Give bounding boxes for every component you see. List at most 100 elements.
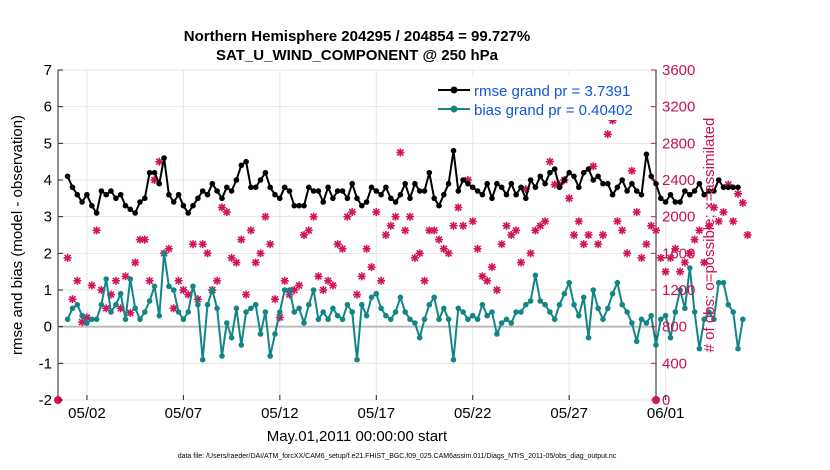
rmse-point [339, 188, 346, 194]
rmse-point [93, 210, 100, 216]
rmse-point [445, 180, 452, 187]
rmse-point [170, 199, 177, 205]
rmse-point [296, 202, 302, 209]
obs-marker-stroke [633, 208, 641, 216]
obs-marker [377, 276, 386, 285]
obs-marker [574, 217, 583, 226]
bias-point [243, 309, 249, 315]
rmse-point [571, 173, 577, 180]
bias-point [103, 276, 109, 282]
obs-marker [232, 258, 241, 267]
obs-marker [410, 253, 419, 262]
rmse-point [508, 180, 515, 187]
rmse-point [687, 191, 693, 198]
bias-point [489, 309, 495, 315]
obs-marker [406, 212, 414, 221]
obs-marker [203, 249, 212, 258]
bias-point [325, 316, 331, 323]
rmse-point [89, 202, 95, 209]
rmse-point [580, 169, 587, 176]
bias-point [677, 287, 683, 293]
bias-point [185, 309, 191, 315]
bias-point [320, 309, 327, 315]
bias-point [653, 342, 659, 348]
obs-marker-stroke [705, 222, 713, 230]
rmse-point [108, 188, 114, 194]
rmse-point [513, 191, 519, 198]
obs-marker-stroke [700, 258, 708, 267]
obs-marker [242, 290, 251, 299]
obs-marker-stroke [146, 277, 154, 285]
rmse-point [214, 188, 220, 194]
bias-point [359, 301, 365, 308]
obs-marker [435, 235, 443, 244]
right-tick-label: 1600 [662, 245, 695, 262]
bias-point [170, 287, 177, 293]
rmse-point [156, 180, 163, 187]
obs-marker-stroke [93, 226, 101, 234]
legend: rmse grand pr = 3.7391 bias grand pr = 0… [434, 76, 650, 120]
rmse-point [706, 188, 712, 194]
obs-marker [603, 130, 612, 139]
bias-point [426, 301, 433, 308]
obs-marker-stroke [671, 245, 679, 253]
bias-point [349, 309, 356, 315]
rmse-point [715, 177, 722, 183]
bias-point [127, 276, 134, 282]
obs-marker [492, 286, 501, 294]
rmse-point [373, 188, 380, 194]
x-tick-label: 05/27 [550, 405, 588, 422]
bias-point [527, 298, 534, 304]
obs-marker [618, 226, 627, 235]
rmse-point [730, 184, 736, 191]
bias-point [576, 312, 582, 319]
obs-marker-stroke [353, 291, 361, 299]
obs-marker-stroke [141, 236, 149, 244]
bias-point [585, 334, 592, 341]
obs-marker [92, 226, 101, 235]
rmse-point [363, 199, 370, 205]
rmse-point [315, 188, 322, 194]
right-tick-label: 3600 [662, 62, 695, 79]
obs-marker [121, 272, 130, 281]
obs-marker-stroke [710, 203, 718, 212]
obs-marker [68, 295, 77, 304]
obs-marker [565, 194, 574, 203]
bias-point [672, 309, 679, 315]
obs-marker [632, 208, 641, 217]
obs-marker-stroke [73, 277, 81, 285]
rmse-point [257, 177, 264, 183]
obs-marker-stroke [454, 203, 462, 212]
obs-marker-stroke [256, 249, 265, 257]
rmse-point [209, 180, 216, 187]
obs-marker-stroke [271, 295, 279, 303]
rmse-point [614, 184, 621, 191]
obs-marker [189, 240, 197, 249]
obs-marker-stroke [242, 291, 250, 299]
obs-marker-stroke [218, 203, 226, 212]
obs-marker-stroke [449, 222, 458, 230]
obs-marker-stroke [377, 277, 385, 285]
rmse-point [344, 195, 351, 202]
bias-point [180, 316, 187, 323]
rmse-point [633, 188, 640, 194]
bias-point [619, 301, 625, 308]
x-tick-label: 05/22 [454, 405, 492, 422]
left-tick-label: -2 [39, 392, 52, 409]
obs-marker-stroke [363, 245, 371, 253]
obs-marker-stroke [338, 245, 347, 253]
rmse-point [277, 195, 283, 202]
legend-rmse-label: rmse grand pr = 3.7391 [474, 83, 630, 100]
bias-point [122, 316, 129, 323]
rmse-point [272, 191, 278, 198]
right-tick-label: 2800 [662, 135, 695, 152]
rmse-point [711, 188, 717, 194]
bias-point [252, 301, 259, 308]
right-tick-label: 3200 [662, 99, 695, 116]
obs-marker-stroke [189, 240, 197, 248]
bias-point [402, 309, 409, 315]
rmse-point [556, 184, 563, 191]
legend-bias-marker [450, 105, 458, 113]
obs-marker-stroke [445, 249, 453, 257]
bias-point [315, 316, 322, 323]
